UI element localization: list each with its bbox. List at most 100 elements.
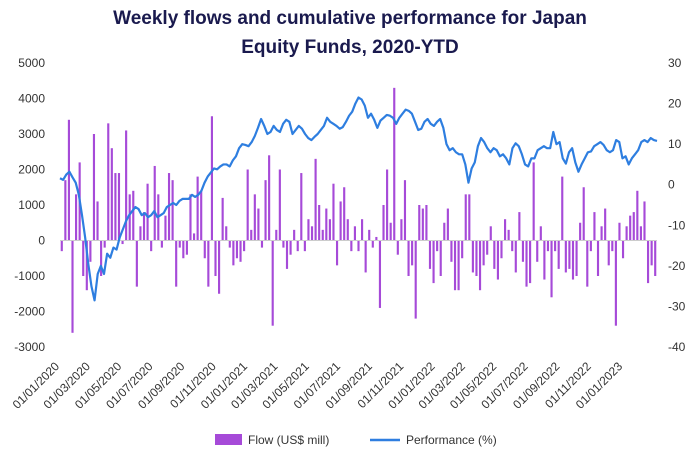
flow-bar <box>178 240 181 248</box>
flow-bar <box>396 240 399 255</box>
flow-bar <box>343 187 346 241</box>
flow-bar <box>253 194 256 241</box>
flow-bar <box>350 240 353 252</box>
flow-bar <box>257 208 260 241</box>
flow-bar <box>532 162 535 241</box>
flow-bar <box>514 240 517 273</box>
flow-bar <box>478 240 482 291</box>
right-tick-label: 30 <box>668 56 682 70</box>
flow-bar <box>210 116 213 241</box>
flow-bar <box>461 240 464 259</box>
flow-bar <box>457 240 460 291</box>
x-axis: 01/01/202001/03/202001/05/202001/07/2020… <box>10 359 626 412</box>
flow-bar <box>475 240 478 276</box>
flow-bar <box>285 240 289 269</box>
flow-bar <box>246 169 249 241</box>
flow-bar <box>550 240 553 298</box>
flow-bar <box>325 208 328 241</box>
flow-bar <box>250 229 253 241</box>
performance-line-group <box>59 96 658 302</box>
flow-bar <box>382 205 385 241</box>
flow-bar <box>554 240 557 252</box>
flow-bar <box>203 240 206 259</box>
flow-bar <box>507 229 510 241</box>
flow-bar <box>611 240 614 252</box>
flow-bar <box>579 222 582 241</box>
right-tick-label: -20 <box>668 259 686 273</box>
flow-bar <box>85 240 88 291</box>
flow-bar <box>364 240 367 273</box>
flow-bar <box>636 190 639 241</box>
flow-bar <box>182 240 185 259</box>
flow-bar <box>307 219 310 241</box>
flow-bar <box>339 201 342 241</box>
left-tick-label: 2000 <box>18 163 45 177</box>
flow-bar <box>518 212 521 241</box>
flow-bar <box>621 240 625 259</box>
flow-bar <box>414 240 417 319</box>
flow-bar <box>368 229 371 241</box>
right-tick-label: -10 <box>668 218 686 232</box>
flow-bar <box>110 148 113 241</box>
flow-bar <box>321 229 324 241</box>
flow-bar <box>353 226 356 241</box>
flow-bar <box>96 201 99 241</box>
left-tick-label: -2000 <box>14 305 45 319</box>
flow-bar <box>453 240 457 291</box>
flow-bar <box>64 180 67 241</box>
flow-bar <box>589 240 592 252</box>
flow-bar <box>464 194 467 241</box>
flow-bar <box>278 169 281 241</box>
flow-bar <box>142 212 146 241</box>
flow-bar <box>546 240 550 252</box>
flow-bar <box>175 240 178 287</box>
left-tick-label: 1000 <box>18 198 45 212</box>
flow-bar <box>378 240 382 308</box>
flow-bar <box>618 222 621 241</box>
left-tick-label: -1000 <box>14 269 45 283</box>
flow-bar <box>357 240 360 252</box>
flow-bar <box>428 240 432 269</box>
flow-bar <box>639 226 642 241</box>
left-tick-label: 0 <box>38 234 45 248</box>
right-tick-label: -40 <box>668 340 686 354</box>
flow-bar <box>214 240 217 276</box>
flow-bar <box>539 226 542 241</box>
flow-bar <box>446 208 449 241</box>
performance-line <box>59 96 658 302</box>
flow-bar <box>421 208 424 241</box>
flow-bar <box>296 240 299 252</box>
flow-bar <box>418 205 421 241</box>
flow-bar <box>561 176 564 241</box>
flow-bar <box>92 134 96 241</box>
flow-bar <box>600 226 603 241</box>
right-tick-label: 10 <box>668 137 682 151</box>
flow-bar <box>643 201 646 241</box>
flow-bar <box>332 183 335 241</box>
flow-bar <box>293 229 296 241</box>
flow-bar <box>71 240 74 333</box>
flow-bar <box>300 173 303 241</box>
flow-bar <box>103 240 106 248</box>
left-tick-label: -3000 <box>14 340 45 354</box>
flow-bar <box>271 240 274 326</box>
flow-bar <box>564 240 567 273</box>
flow-bar <box>500 240 503 259</box>
flow-bar <box>436 240 439 252</box>
flow-bar <box>521 240 525 262</box>
flow-bar <box>582 187 585 241</box>
flow-bar <box>482 240 485 266</box>
flow-bar <box>386 169 389 241</box>
flow-bar <box>361 219 364 241</box>
flow-bar <box>529 240 532 284</box>
flow-bar <box>125 130 128 241</box>
flow-bar <box>493 240 496 269</box>
flow-bar <box>496 240 499 280</box>
legend-performance-label: Performance (%) <box>406 433 497 447</box>
flow-bar <box>543 240 546 280</box>
flow-bar <box>443 222 446 241</box>
flow-bar <box>571 240 575 280</box>
legend-flow-swatch <box>215 434 242 445</box>
flow-bar <box>646 240 650 284</box>
flow-bar <box>268 155 271 241</box>
